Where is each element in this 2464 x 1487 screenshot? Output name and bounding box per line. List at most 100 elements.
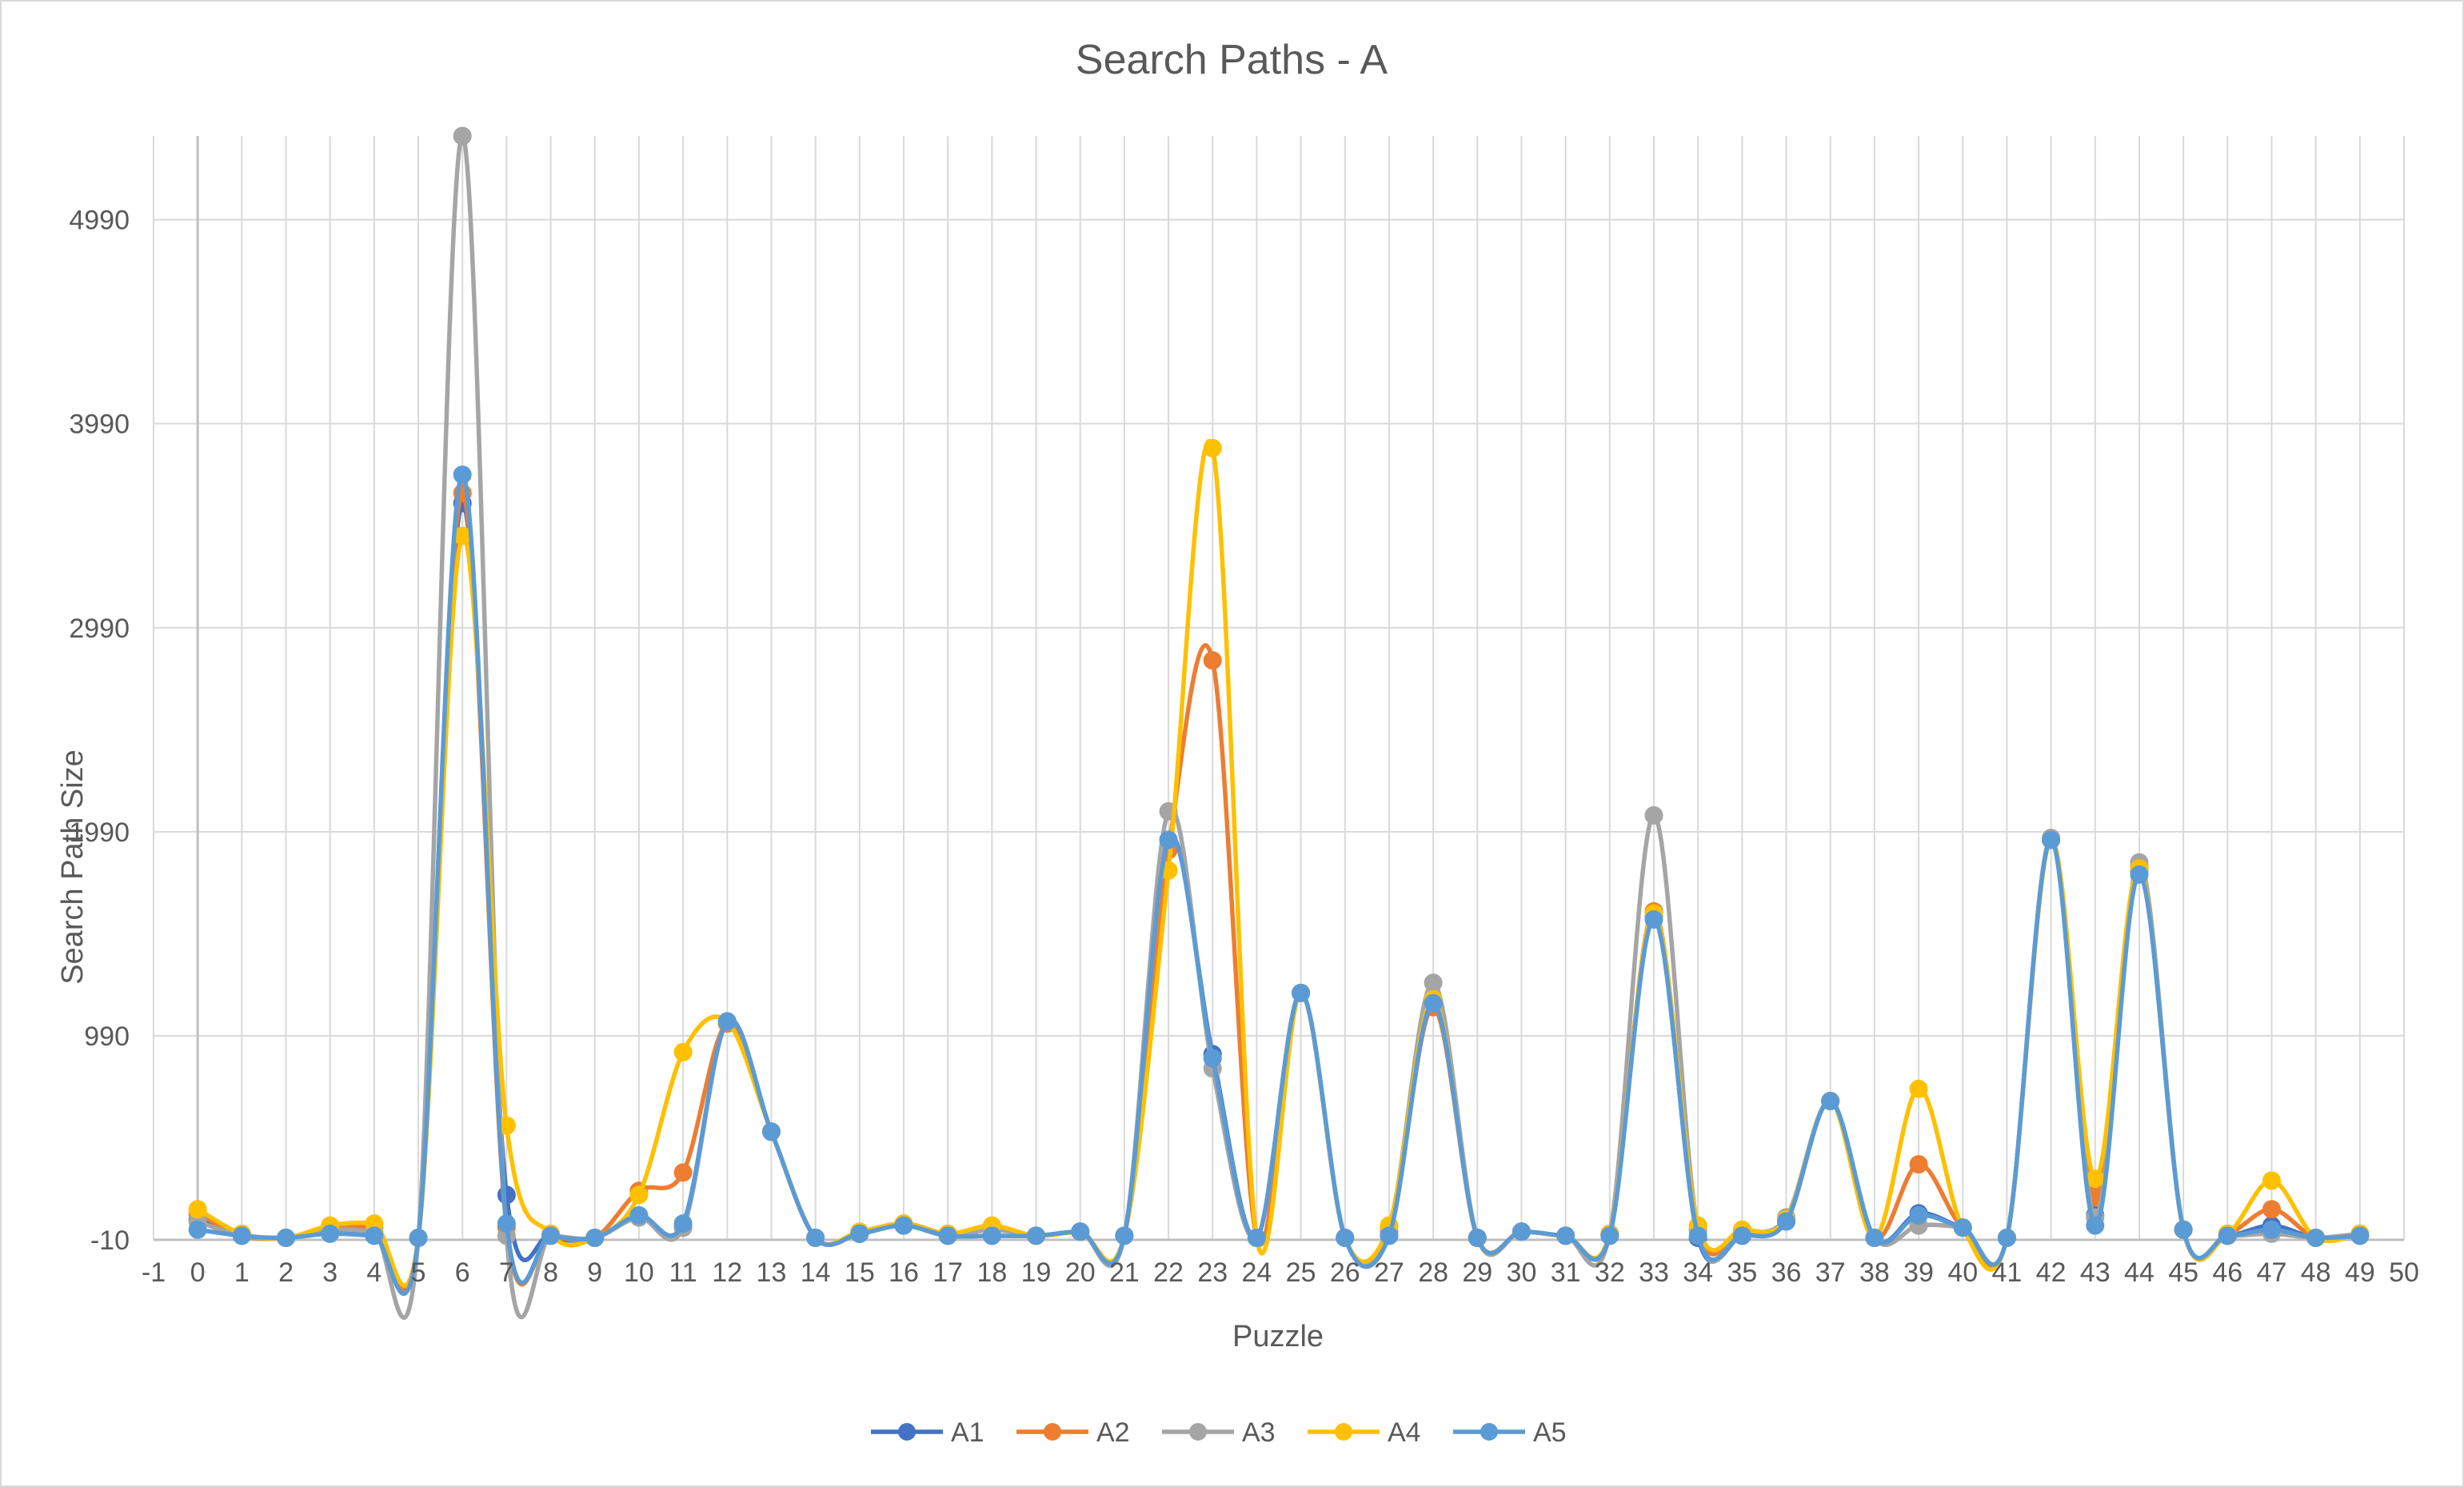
legend-item-a4: A4: [1308, 1417, 1421, 1448]
data-point: [1468, 1228, 1487, 1247]
x-tick-label: 25: [1286, 1257, 1316, 1288]
data-point: [806, 1228, 825, 1247]
x-tick-label: 6: [455, 1257, 470, 1288]
data-point: [1203, 438, 1222, 458]
gridlines: [153, 136, 2405, 1241]
data-point: [2262, 1220, 2281, 1239]
y-tick-label: 4990: [69, 206, 130, 236]
x-tick-label: 11: [669, 1257, 697, 1288]
data-point: [2130, 865, 2149, 884]
data-point: [938, 1226, 957, 1245]
data-point: [2262, 1200, 2281, 1219]
data-point: [2306, 1228, 2326, 1247]
data-point: [2218, 1226, 2237, 1245]
data-point: [497, 1214, 516, 1233]
data-point: [188, 1200, 207, 1219]
series-lines: [188, 126, 2370, 1320]
x-tick-label: 10: [624, 1257, 654, 1288]
legend-marker: [1335, 1423, 1352, 1441]
legend-marker: [1044, 1423, 1061, 1441]
data-point: [453, 126, 472, 146]
data-point: [1600, 1226, 1619, 1245]
data-point: [629, 1205, 649, 1225]
x-tick-label: 30: [1507, 1257, 1537, 1288]
y-tick-label: 1990: [69, 817, 130, 848]
x-tick-label: 4: [366, 1257, 381, 1288]
data-point: [1380, 1226, 1399, 1245]
x-tick-label: 32: [1595, 1257, 1625, 1288]
data-point: [1027, 1226, 1046, 1245]
y-axis-title: Search Path Size: [56, 749, 90, 985]
legend-item-a1: A1: [871, 1417, 984, 1448]
x-tick-label: 12: [712, 1257, 742, 1288]
x-tick-label: 39: [1903, 1257, 1934, 1288]
x-tick-label: 42: [2036, 1257, 2067, 1288]
data-point: [1556, 1226, 1575, 1245]
data-point: [409, 1228, 428, 1247]
data-point: [365, 1226, 384, 1245]
x-tick-label: 9: [587, 1257, 602, 1288]
x-tick-label: 2: [278, 1257, 294, 1288]
legend: A1 A2 A3 A4 A5: [871, 1417, 1567, 1448]
data-point: [2174, 1220, 2193, 1239]
x-tick-label: 26: [1330, 1257, 1360, 1288]
x-tick-label: 22: [1153, 1257, 1184, 1288]
legend-item-a2: A2: [1016, 1417, 1130, 1448]
x-tick-label: 31: [1551, 1257, 1581, 1288]
x-tick-label: 28: [1418, 1257, 1448, 1288]
data-point: [321, 1224, 340, 1243]
legend-label: A1: [951, 1417, 984, 1448]
data-point: [717, 1012, 737, 1031]
x-tick-label: 15: [845, 1257, 875, 1288]
x-tick-label: 40: [1947, 1257, 1978, 1288]
x-tick-label: 29: [1462, 1257, 1492, 1288]
data-point: [1644, 910, 1663, 929]
data-point: [1821, 1092, 1840, 1111]
x-tick-label: 3: [322, 1257, 337, 1288]
data-point: [1909, 1205, 1928, 1225]
data-point: [1732, 1226, 1751, 1245]
data-point: [1336, 1228, 1355, 1247]
x-tick-label: 17: [932, 1257, 963, 1288]
x-tick-label: 44: [2124, 1257, 2155, 1288]
data-point: [673, 1163, 693, 1182]
x-tick-label: 27: [1374, 1257, 1404, 1288]
legend-label: A4: [1388, 1417, 1421, 1448]
x-tick-label: 8: [543, 1257, 558, 1288]
tick-labels: -1 0 1 2 3 4 5 6 7 8 9 10 11 12 13 14 15 16 17 18 19 20 21 22 23…: [69, 206, 2419, 1288]
x-tick-label: 41: [1991, 1257, 2022, 1288]
data-point: [1247, 1228, 1266, 1247]
axes: [154, 136, 2404, 1241]
legend-marker: [1189, 1423, 1207, 1441]
data-point: [541, 1226, 561, 1245]
x-tick-label: 34: [1683, 1257, 1713, 1288]
x-tick-label: 14: [801, 1257, 831, 1288]
x-axis-title: Puzzle: [1232, 1320, 1324, 1353]
x-tick-label: 20: [1065, 1257, 1096, 1288]
data-point: [585, 1228, 605, 1247]
x-tick-label: 47: [2257, 1257, 2287, 1288]
data-point: [1424, 993, 1443, 1013]
data-point: [982, 1226, 1001, 1245]
data-point: [232, 1226, 251, 1245]
data-point: [1644, 805, 1663, 825]
y-tick-label: 3990: [69, 410, 130, 440]
data-point: [277, 1228, 296, 1247]
x-tick-label: 33: [1639, 1257, 1669, 1288]
data-point: [673, 1042, 693, 1061]
y-tick-label: 2990: [69, 614, 130, 644]
x-tick-label: 38: [1859, 1257, 1890, 1288]
data-point: [850, 1224, 869, 1243]
x-tick-label: 46: [2212, 1257, 2242, 1288]
data-point: [1953, 1218, 1972, 1237]
x-tick-label: 5: [411, 1257, 426, 1288]
legend-label: A3: [1242, 1417, 1276, 1448]
data-point: [1115, 1226, 1134, 1245]
y-tick-label: 990: [84, 1021, 130, 1052]
x-tick-label: 37: [1815, 1257, 1846, 1288]
x-tick-label: 13: [757, 1257, 787, 1288]
data-point: [1997, 1228, 2016, 1247]
data-point: [1777, 1212, 1796, 1231]
